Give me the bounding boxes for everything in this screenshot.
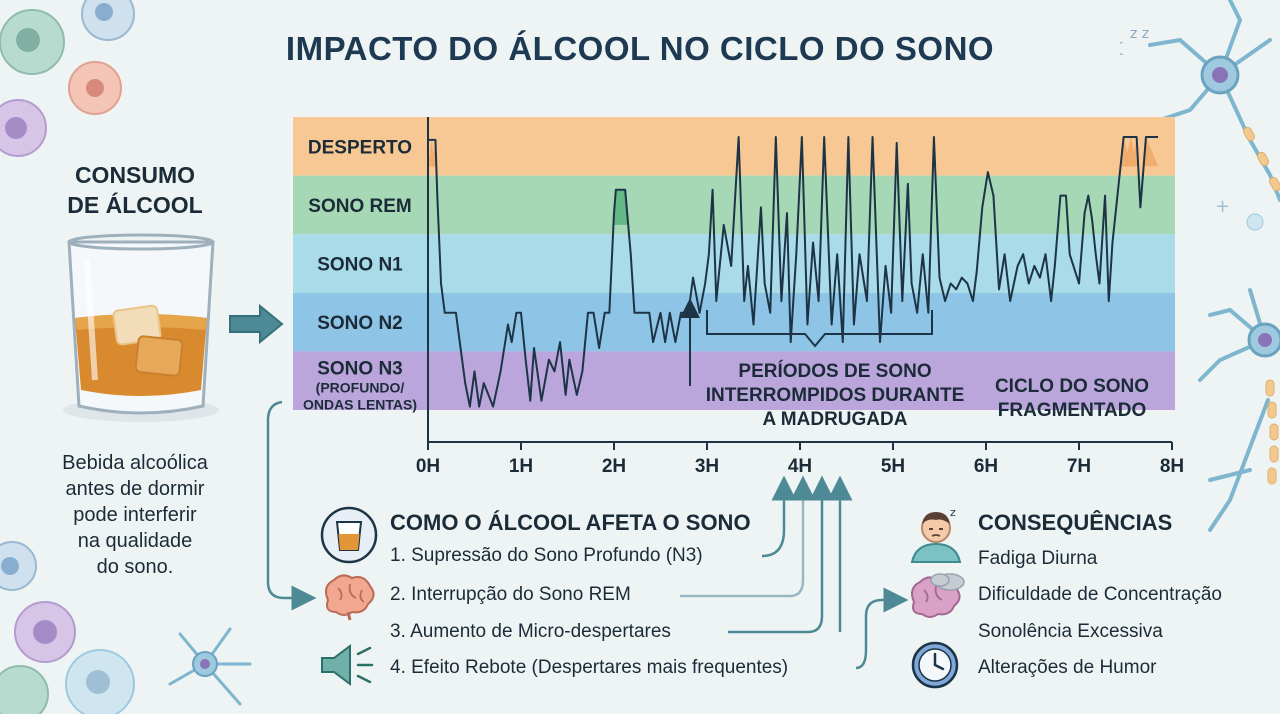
consumo-desc-line: antes de dormir	[65, 478, 205, 500]
stage-band-sono-n3	[293, 351, 1175, 410]
stage-band-desperto	[293, 117, 1175, 176]
annotation-fragmented-line: CICLO DO SONO	[995, 376, 1149, 397]
como-item-3: 3. Aumento de Micro-despertares	[390, 621, 671, 642]
como-item-4: 4. Efeito Rebote (Despertares mais frequ…	[390, 657, 789, 678]
annotation-interruptions-line: INTERROMPIDOS DURANTE	[706, 385, 965, 406]
como-item-2: 2. Interrupção do Sono REM	[390, 584, 631, 605]
x-tick-label: 5H	[881, 456, 905, 477]
consequencia-item-1: Fadiga Diurna	[978, 548, 1098, 569]
glass-icon	[320, 506, 378, 564]
hypnogram-line	[428, 136, 1159, 408]
como-section-title: COMO O ÁLCOOL AFETA O SONO	[390, 510, 751, 535]
page-title: IMPACTO DO ÁLCOOL NO CICLO DO SONO	[285, 30, 995, 67]
consumo-desc-line: na qualidade	[77, 530, 193, 552]
x-tick-label: 2H	[602, 456, 626, 477]
x-tick-label: 3H	[695, 456, 719, 477]
svg-text:z z: z z	[1130, 26, 1149, 42]
annotation-fragmented-line: FRAGMENTADO	[998, 400, 1146, 421]
x-tick-label: 1H	[509, 456, 533, 477]
brain-icon	[325, 574, 375, 621]
consequencia-item-2: Dificuldade de Concentração	[978, 584, 1222, 605]
consumo-title: CONSUMO DE ÁLCOOL	[40, 160, 230, 220]
clock-icon	[911, 641, 959, 689]
annotation-interruptions-line: PERÍODOS DE SONO	[738, 360, 931, 382]
consumo-title-line1: CONSUMO	[74, 162, 196, 188]
consumo-title-line2: DE ÁLCOOL	[67, 192, 203, 218]
stage-band-sono-n2	[293, 292, 1175, 352]
foggy-brain-icon	[911, 573, 965, 618]
stage-label: SONO N1	[317, 255, 403, 276]
svg-text:☾: ☾	[1120, 39, 1130, 60]
x-tick-label: 7H	[1067, 456, 1091, 477]
como-item-1: 1. Supressão do Sono Profundo (N3)	[390, 545, 703, 566]
awakening-highlight	[1143, 137, 1159, 167]
svg-text:+: +	[1215, 196, 1230, 217]
stage-label: SONO REM	[308, 196, 411, 217]
consumo-desc-line: pode interferir	[73, 504, 197, 526]
stage-label: DESPERTO	[308, 137, 412, 158]
consumo-desc-line: do sono.	[96, 556, 174, 578]
decorative-cells-bottom-left	[0, 541, 252, 714]
x-tick-label: 6H	[974, 456, 998, 477]
decorative-neuron-right	[1198, 288, 1280, 532]
consequencia-item-4: Alterações de Humor	[978, 657, 1157, 678]
speaker-icon	[321, 644, 374, 686]
annotation-interruptions-line: A MADRUGADA	[763, 409, 908, 430]
x-tick-label: 8H	[1160, 456, 1184, 477]
decorative-cells-top-left	[0, 0, 135, 157]
x-tick-label: 0H	[416, 456, 440, 477]
consumo-desc-line: Bebida alcoólica	[62, 452, 208, 474]
stage-sublabel: ONDAS LENTAS)	[303, 397, 417, 413]
decorative-neuron-top-right: ☾ z z +	[1120, 0, 1280, 231]
stage-label: SONO N2	[317, 313, 403, 334]
x-tick-label: 4H	[788, 456, 812, 477]
svg-text:z: z	[950, 506, 956, 519]
stage-label: SONO N3	[317, 359, 403, 380]
arrow-to-chart-icon	[229, 304, 284, 344]
consequencia-item-3: Sonolência Excessiva	[978, 621, 1163, 642]
consumo-description: Bebida alcoólica antes de dormir pode in…	[30, 450, 240, 580]
stage-sublabel: (PROFUNDO/	[316, 380, 405, 396]
whiskey-glass-icon	[63, 233, 219, 422]
tired-person-icon: z	[910, 506, 962, 563]
consequencias-section-title: CONSEQUÊNCIAS	[978, 510, 1173, 535]
